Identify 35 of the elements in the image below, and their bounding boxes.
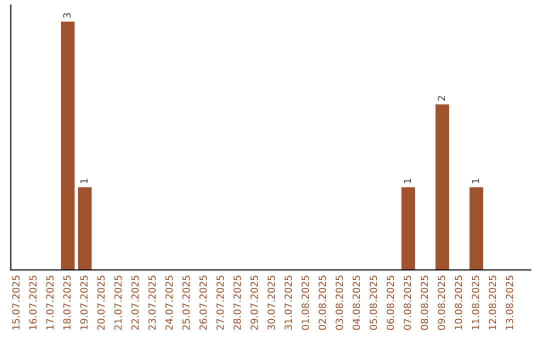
x-tick-label: 01.08.2025 bbox=[302, 276, 309, 330]
x-tick-label: 07.08.2025 bbox=[404, 276, 412, 330]
x-tick-label: 31.07.2025 bbox=[284, 276, 292, 330]
x-tick-label: 26.07.2025 bbox=[199, 276, 207, 330]
x-tick-label: 05.08.2025 bbox=[370, 276, 378, 330]
data-label: 1 bbox=[80, 178, 88, 184]
x-tick-label: 15.07.2025 bbox=[12, 276, 20, 330]
x-tick-label: 23.07.2025 bbox=[148, 276, 156, 330]
data-label: 3 bbox=[63, 13, 71, 18]
x-tick-label: 17.07.2025 bbox=[46, 276, 54, 330]
x-tick-label: 18.07.2025 bbox=[63, 276, 71, 330]
x-tick-label: 21.07.2025 bbox=[114, 276, 122, 330]
x-tick-label: 22.07.2025 bbox=[131, 276, 139, 330]
x-tick-label: 19.07.2025 bbox=[80, 276, 88, 330]
x-tick-label: 27.07.2025 bbox=[216, 276, 224, 330]
x-tick-label: 20.07.2025 bbox=[97, 276, 105, 330]
x-tick-label: 10.08.2025 bbox=[454, 276, 462, 330]
x-tick-label: 12.08.2025 bbox=[488, 276, 496, 330]
data-label: 2 bbox=[438, 96, 445, 101]
x-tick-label: 04.08.2025 bbox=[352, 276, 360, 330]
x-tick-label: 28.07.2025 bbox=[234, 276, 241, 330]
x-tick-label: 08.08.2025 bbox=[420, 276, 428, 330]
x-tick-label: 24.07.2025 bbox=[165, 276, 173, 330]
x-tick-label: 09.08.2025 bbox=[438, 276, 446, 330]
x-tick-label: 06.08.2025 bbox=[386, 276, 394, 330]
data-label: 1 bbox=[472, 178, 480, 184]
x-tick-label: 25.07.2025 bbox=[182, 276, 190, 330]
x-tick-label: 03.08.2025 bbox=[336, 276, 343, 330]
x-tick-label: 16.07.2025 bbox=[29, 276, 37, 330]
x-tick-label: 29.07.2025 bbox=[250, 276, 258, 330]
x-tick-label: 30.07.2025 bbox=[268, 276, 275, 330]
x-tick-label: 02.08.2025 bbox=[318, 276, 326, 330]
x-tick-label: 11.08.2025 bbox=[472, 276, 480, 330]
x-tick-label: 13.08.2025 bbox=[506, 276, 514, 330]
data-label: 1 bbox=[404, 178, 411, 184]
